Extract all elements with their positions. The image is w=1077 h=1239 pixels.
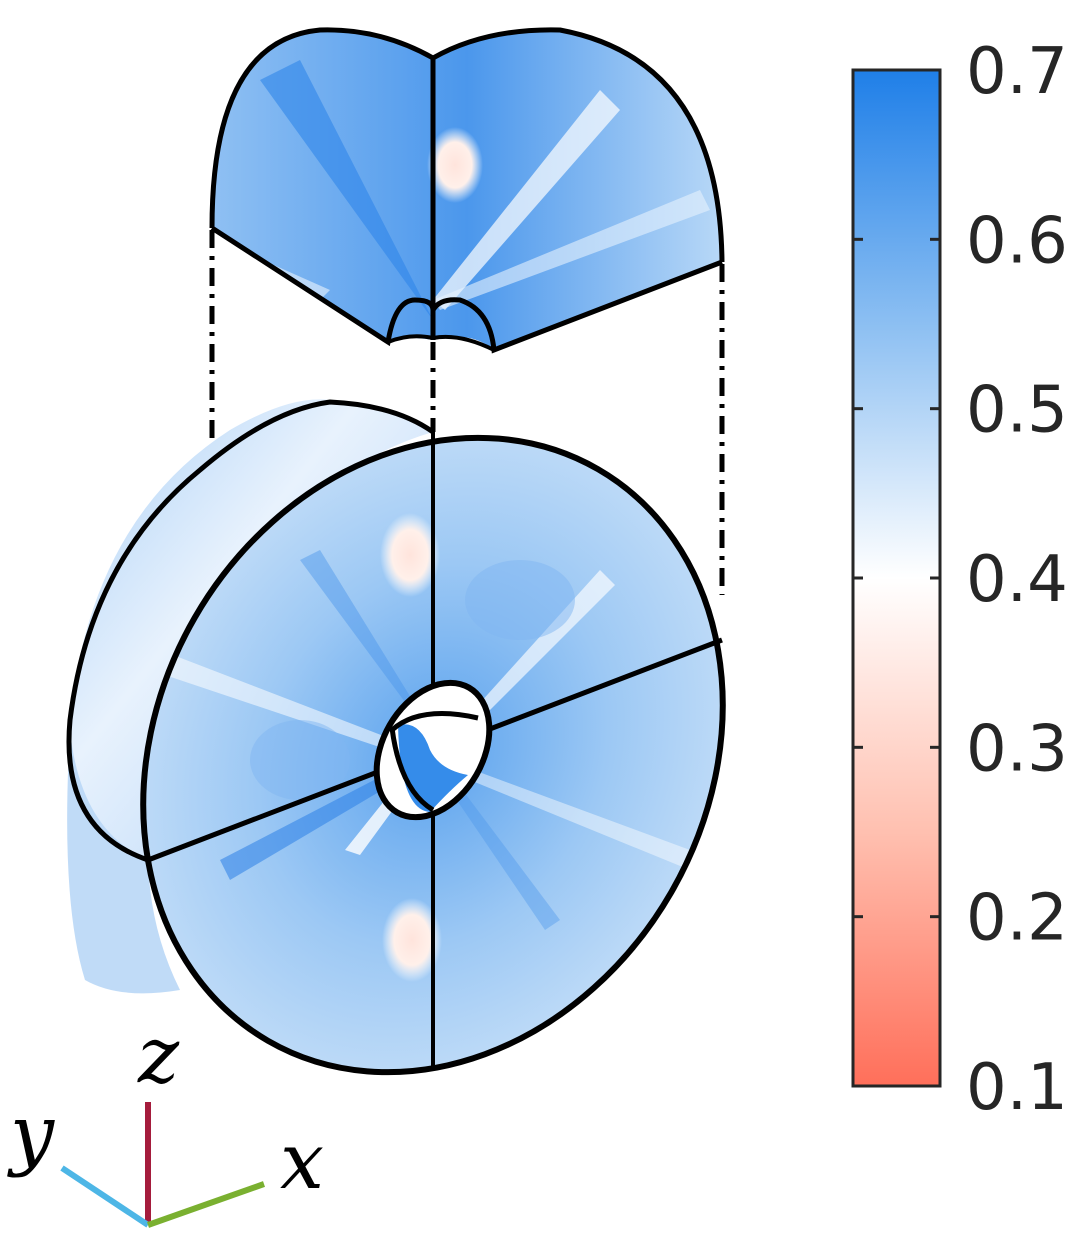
top-wedge-shading	[230, 60, 710, 320]
colorbar-tick-label: 0.7	[966, 35, 1068, 109]
explosion-guides	[209, 230, 725, 595]
colorbar-tick-label: 0.5	[966, 374, 1068, 448]
x-axis-line	[147, 1181, 265, 1228]
x-axis-label: x	[280, 1117, 324, 1207]
colorbar-bar	[851, 68, 942, 1088]
inner-hole-outline	[373, 679, 493, 821]
colorbar-tick-label: 0.2	[966, 882, 1068, 956]
top-wedge-outline	[209, 27, 725, 263]
colorbar: 0.7 0.6 0.5 0.4 0.3 0.2 0.1	[851, 35, 1068, 1125]
disk-rim	[68, 399, 434, 860]
main-disk	[66, 399, 726, 1076]
y-axis-label: y	[7, 1089, 55, 1179]
colorbar-tick-label: 0.4	[966, 543, 1068, 617]
disk-rim-outline	[66, 399, 435, 863]
axes-triad: z y x	[7, 1011, 324, 1228]
colorbar-tick-label: 0.3	[966, 712, 1068, 786]
disk-front-outline	[140, 434, 726, 1076]
colorbar-tick-label: 0.1	[966, 1051, 1068, 1125]
top-wedge	[209, 27, 725, 354]
colorbar-tick-label: 0.6	[966, 204, 1068, 278]
y-axis-line	[60, 1165, 150, 1228]
z-axis-label: z	[137, 1011, 180, 1101]
colorbar-ticks: 0.7 0.6 0.5 0.4 0.3 0.2 0.1	[853, 35, 1068, 1125]
